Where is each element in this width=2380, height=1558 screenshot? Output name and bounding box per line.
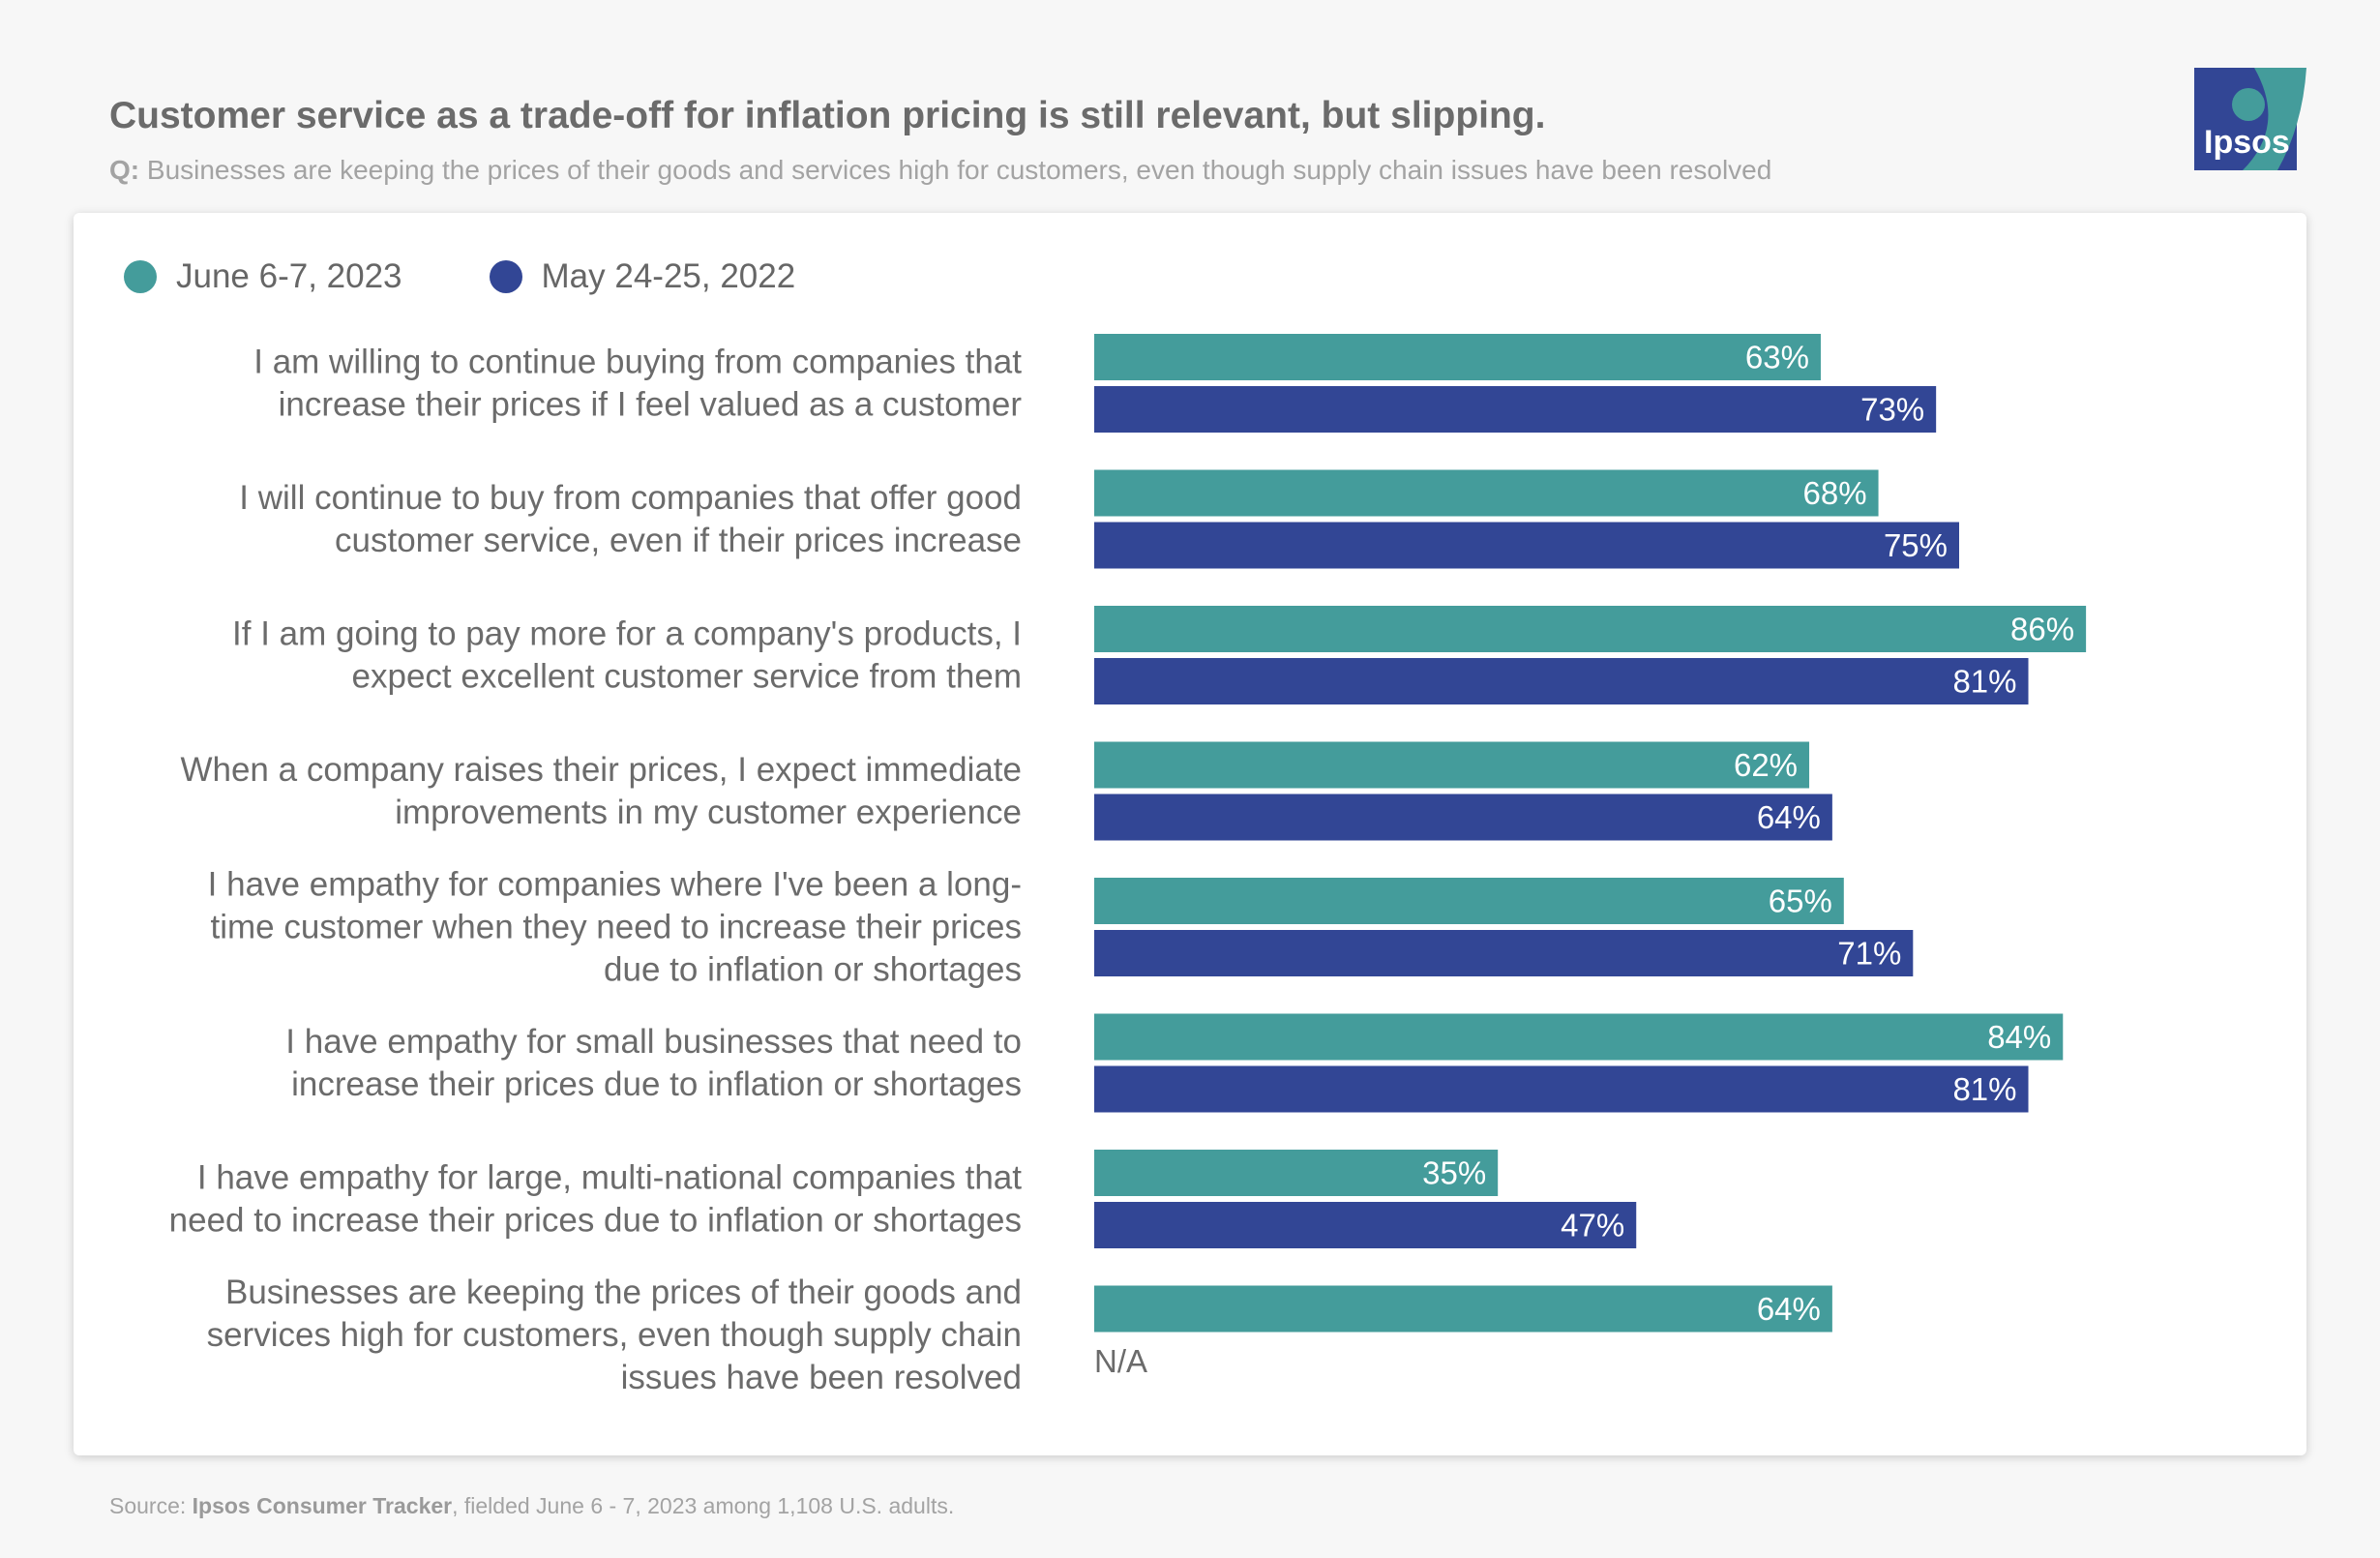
logo-swoosh [2243,68,2306,170]
category-label: need to increase their prices due to inf… [169,1202,1022,1240]
category-label: Businesses are keeping the prices of the… [225,1273,1022,1311]
category-label: When a company raises their prices, I ex… [180,751,1022,789]
question-text: Businesses are keeping the prices of the… [139,155,1772,185]
ipsos-logo-icon: Ipsos [2194,68,2306,170]
logo-head [2232,88,2265,121]
bar-2022 [1094,386,1937,433]
data-label: 68% [1802,475,1866,511]
data-label: 35% [1422,1155,1486,1191]
bar-2022 [1094,1202,1637,1248]
category-label: I have empathy for companies where I've … [208,866,1022,904]
bar-chart: I am willing to continue buying from com… [169,334,2087,1396]
data-label: 81% [1952,1071,2016,1107]
category-label: customer service, even if their prices i… [335,522,1022,559]
category-label: services high for customers, even though… [207,1316,1022,1354]
bar-2023 [1094,878,1844,924]
source-prefix: Source: [109,1493,193,1518]
category-label: improvements in my customer experience [395,794,1022,831]
bar-2023 [1094,1285,1832,1333]
bar-2023 [1094,334,1821,380]
category-label: I have empathy for large, multi-national… [197,1159,1022,1197]
legend-label-2023: June 6-7, 2023 [176,257,402,295]
question-line: Q: Businesses are keeping the prices of … [109,155,1771,186]
bar-2022 [1094,794,1832,841]
bar-2023 [1094,1013,2064,1061]
legend-dot-2023 [124,260,157,293]
category-label: expect excellent customer service from t… [352,658,1022,696]
legend-dot-2022 [489,260,522,293]
chart-card: June 6-7, 2023 May 24-25, 2022 I am will… [74,213,2306,1455]
data-label: 63% [1745,340,1809,375]
data-label: 73% [1860,392,1924,428]
logo-text: Ipsos [2204,124,2290,161]
bar-2023 [1094,469,1879,517]
na-label: N/A [1094,1343,1147,1379]
data-label: 47% [1561,1208,1624,1243]
category-label: increase their prices if I feel valued a… [279,386,1023,424]
bar-2022 [1094,1065,2029,1113]
bar-2023 [1094,606,2087,652]
bar-2022 [1094,522,1959,569]
category-label: I will continue to buy from companies th… [239,479,1022,517]
source-note: Source: Ipsos Consumer Tracker, fielded … [109,1493,954,1519]
bar-2023 [1094,741,1810,789]
category-label: increase their prices due to inflation o… [291,1065,1022,1103]
source-suffix: , fielded June 6 - 7, 2023 among 1,108 U… [452,1493,955,1518]
category-label: If I am going to pay more for a company'… [232,615,1022,653]
source-name: Ipsos Consumer Tracker [192,1493,453,1518]
legend: June 6-7, 2023 May 24-25, 2022 [124,257,882,296]
category-label: time customer when they need to increase… [211,909,1022,946]
data-label: 62% [1734,747,1798,783]
data-label: 64% [1757,799,1821,835]
bar-2022 [1094,658,2029,704]
data-label: 86% [2010,612,2074,647]
category-label: I am willing to continue buying from com… [253,344,1022,381]
data-label: 75% [1884,527,1948,563]
data-label: 71% [1837,936,1901,972]
legend-label-2022: May 24-25, 2022 [541,257,796,295]
data-label: 64% [1757,1291,1821,1327]
data-label: 65% [1769,884,1832,919]
category-label: I have empathy for small businesses that… [285,1023,1022,1061]
page-title: Customer service as a trade-off for infl… [109,95,1546,136]
legend-item-2022: May 24-25, 2022 [489,257,796,296]
data-label: 84% [1987,1019,2051,1055]
bar-2022 [1094,930,1914,976]
category-label: due to inflation or shortages [604,951,1022,989]
question-prefix: Q: [109,155,140,185]
bar-2023 [1094,1150,1499,1196]
legend-item-2023: June 6-7, 2023 [124,257,402,296]
data-label: 81% [1952,664,2016,700]
category-label: issues have been resolved [621,1359,1022,1396]
